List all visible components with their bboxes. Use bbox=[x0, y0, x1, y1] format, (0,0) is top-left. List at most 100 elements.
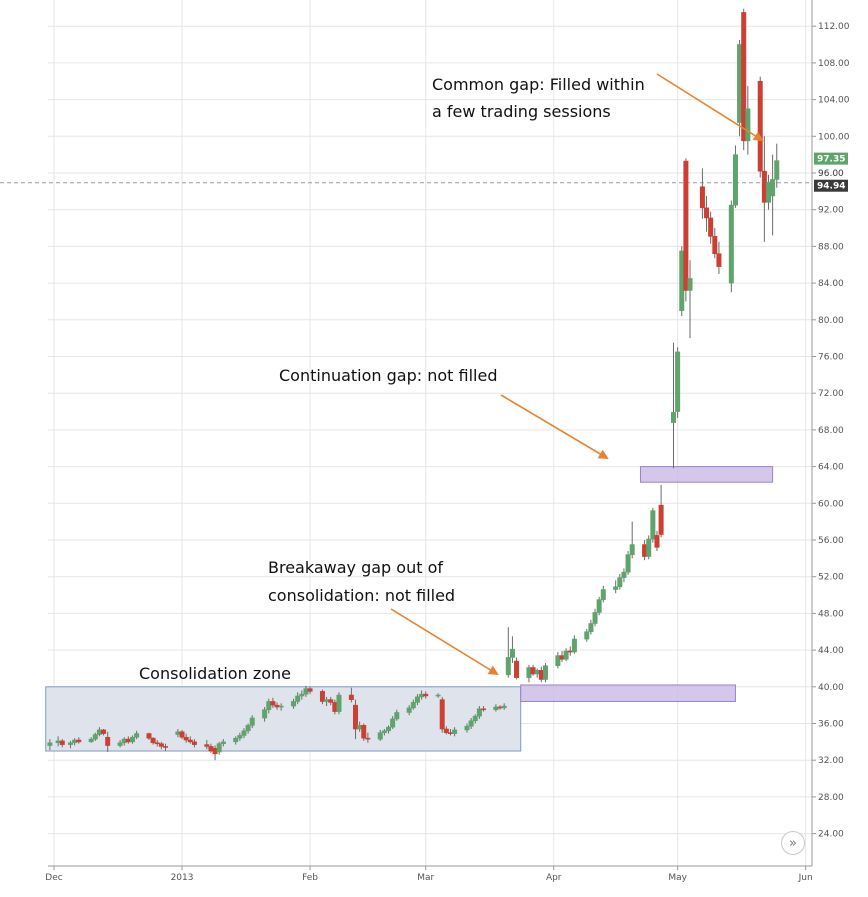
candle-body bbox=[295, 695, 301, 702]
x-tick-label: Jun bbox=[798, 873, 813, 883]
candle-up bbox=[728, 200, 734, 293]
candle-body bbox=[262, 709, 268, 719]
gap-boxes bbox=[520, 466, 774, 702]
grid bbox=[48, 0, 812, 866]
candle-body bbox=[390, 718, 396, 728]
candle-up bbox=[237, 732, 243, 741]
candle-up bbox=[584, 628, 590, 642]
candle-body bbox=[741, 12, 747, 142]
candle-down bbox=[187, 736, 193, 744]
candle-down bbox=[76, 737, 82, 744]
candle-body bbox=[410, 702, 416, 709]
candle-body bbox=[472, 715, 478, 722]
candle-body bbox=[394, 712, 400, 720]
candle-body bbox=[481, 708, 487, 711]
candle-down bbox=[538, 666, 544, 683]
candle-body bbox=[270, 701, 276, 706]
candle-body bbox=[249, 717, 255, 726]
candle-up bbox=[476, 706, 482, 719]
candle-up bbox=[216, 741, 222, 755]
candle-down bbox=[654, 530, 660, 552]
candle-up bbox=[134, 730, 140, 740]
candle-body bbox=[303, 688, 309, 695]
candle-up bbox=[129, 735, 135, 744]
candle-body bbox=[386, 726, 392, 732]
scroll-to-realtime-button[interactable]: » bbox=[781, 831, 805, 855]
candle-body bbox=[150, 737, 156, 744]
candle-up bbox=[435, 693, 441, 698]
candle-up bbox=[377, 729, 383, 741]
candle-up bbox=[563, 648, 569, 662]
candle-up bbox=[278, 703, 284, 711]
candle-down bbox=[179, 729, 185, 740]
candle-body bbox=[559, 655, 565, 660]
candle-body bbox=[728, 204, 734, 284]
price-label-tick: 96.00 bbox=[818, 169, 844, 179]
candle-body bbox=[191, 741, 197, 745]
candle-down bbox=[757, 76, 763, 178]
gap-box-breakaway bbox=[520, 684, 736, 702]
candle-body bbox=[505, 657, 511, 676]
candle-down bbox=[712, 228, 718, 259]
candle-body bbox=[765, 181, 771, 203]
candle-body bbox=[278, 705, 284, 708]
candle-up bbox=[732, 145, 738, 208]
candle-body bbox=[708, 217, 714, 237]
candle-up bbox=[646, 535, 652, 560]
candle-body bbox=[406, 707, 412, 713]
candle-body bbox=[361, 725, 367, 739]
candle-up bbox=[770, 154, 776, 236]
candle-up bbox=[675, 347, 681, 418]
candle-body bbox=[468, 720, 474, 727]
candle-up bbox=[452, 727, 458, 737]
candle-down bbox=[683, 158, 689, 302]
candle-down bbox=[191, 739, 197, 748]
candle-down bbox=[443, 726, 449, 735]
candle-body bbox=[435, 694, 441, 697]
candle-body bbox=[679, 250, 685, 311]
y-tick-label: 40.00 bbox=[818, 683, 844, 693]
candle-body bbox=[497, 706, 503, 709]
candle-down bbox=[270, 697, 276, 708]
candle-up bbox=[670, 342, 676, 469]
candle-down bbox=[716, 241, 722, 274]
candle-body bbox=[737, 44, 743, 123]
y-tick-label: 24.00 bbox=[818, 830, 844, 840]
candle-body bbox=[716, 253, 722, 267]
candle-up bbox=[493, 704, 499, 712]
candle-body bbox=[501, 705, 507, 709]
candle-up bbox=[414, 694, 420, 706]
candle-down bbox=[163, 743, 169, 752]
candle-up bbox=[588, 619, 594, 635]
candle-up bbox=[299, 690, 305, 700]
candle-up bbox=[381, 729, 387, 736]
y-tick-label: 64.00 bbox=[818, 463, 844, 473]
y-tick-label: 72.00 bbox=[818, 389, 844, 399]
candle-body bbox=[96, 729, 102, 735]
candle-up bbox=[406, 705, 412, 716]
candle-down bbox=[204, 740, 210, 750]
x-tick-label: Apr bbox=[546, 873, 562, 883]
candle-up bbox=[765, 174, 771, 210]
candle-up bbox=[464, 723, 470, 733]
candle-down bbox=[105, 731, 111, 752]
candle-body bbox=[699, 186, 705, 209]
price-tag-up bbox=[814, 152, 848, 165]
candle-down bbox=[741, 8, 747, 151]
candle-body bbox=[348, 694, 354, 700]
candle-body bbox=[596, 599, 602, 613]
candle-up bbox=[386, 725, 392, 734]
candle-body bbox=[629, 544, 635, 555]
candle-body bbox=[220, 741, 226, 744]
candle-body bbox=[216, 743, 222, 753]
x-tick-label: Feb bbox=[302, 873, 318, 883]
y-tick-label: 32.00 bbox=[818, 756, 844, 766]
candle-body bbox=[613, 586, 619, 590]
candle-up bbox=[249, 715, 255, 729]
candle-up bbox=[68, 740, 74, 749]
candle-up bbox=[501, 703, 507, 710]
candle-body bbox=[117, 742, 123, 746]
candle-body bbox=[617, 577, 623, 588]
candle-up bbox=[555, 651, 561, 669]
candle-body bbox=[92, 734, 98, 740]
